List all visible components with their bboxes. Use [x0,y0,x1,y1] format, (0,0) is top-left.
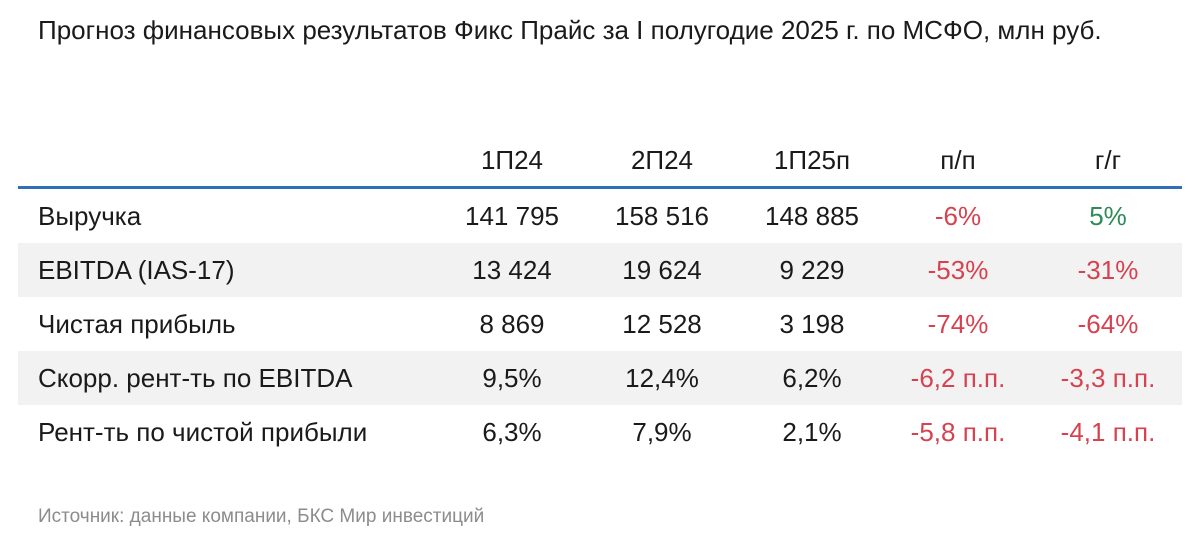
table-row: Рент-ть по чистой прибыли 6,3% 7,9% 2,1%… [18,405,1182,459]
table-cell: 9 229 [779,254,845,285]
table-cell: 141 795 [465,200,559,231]
table-title: Прогноз финансовых результатов Фикс Прай… [38,15,1102,45]
table-cell-change: 5% [1089,200,1127,231]
table-cell-change: -31% [1077,254,1139,285]
table-cell: 158 516 [615,200,709,231]
row-label: Скорр. рент-ть по EBITDA [38,362,353,393]
row-label: Чистая прибыль [38,308,236,339]
column-header-yoy: г/г [1094,144,1122,175]
table-cell: 148 885 [765,200,859,231]
table-header-row: 1П24 2П24 1П25п п/п г/г [18,134,1182,189]
financial-forecast-table: 1П24 2П24 1П25п п/п г/г Выручка 141 795 … [18,134,1182,459]
table-cell: 2,1% [782,416,842,447]
table-cell: 7,9% [632,416,692,447]
table-cell-change: -6,2 п.п. [910,362,1006,393]
table-cell-change: -6% [934,200,982,231]
row-label: Выручка [38,200,142,231]
source-note: Источник: данные компании, БКС Мир инвес… [38,506,485,527]
table-cell: 12,4% [625,362,699,393]
table-cell: 9,5% [482,362,542,393]
table-row: EBITDA (IAS-17) 13 424 19 624 9 229 -53%… [18,243,1182,297]
table-cell: 19 624 [622,254,702,285]
table-cell: 6,2% [782,362,842,393]
row-label: EBITDA (IAS-17) [38,254,235,285]
table-cell: 13 424 [472,254,552,285]
table-row: Скорр. рент-ть по EBITDA 9,5% 12,4% 6,2%… [18,351,1182,405]
column-header-1h25f: 1П25п [773,144,851,175]
table-cell-change: -53% [927,254,989,285]
column-header-2h24: 2П24 [630,144,694,175]
table-row: Чистая прибыль 8 869 12 528 3 198 -74% -… [18,297,1182,351]
table-cell-change: -5,8 п.п. [910,416,1006,447]
table-row: Выручка 141 795 158 516 148 885 -6% 5% [18,189,1182,243]
row-label: Рент-ть по чистой прибыли [38,416,368,447]
table-cell-change: -64% [1077,308,1139,339]
table-cell: 8 869 [479,308,545,339]
table-cell-change: -3,3 п.п. [1060,362,1156,393]
table-cell-change: -4,1 п.п. [1060,416,1156,447]
table-cell: 3 198 [779,308,845,339]
table-cell-change: -74% [927,308,989,339]
table-cell: 6,3% [482,416,542,447]
column-header-1h24: 1П24 [480,144,544,175]
column-header-hoh: п/п [940,144,976,175]
table-cell: 12 528 [622,308,702,339]
